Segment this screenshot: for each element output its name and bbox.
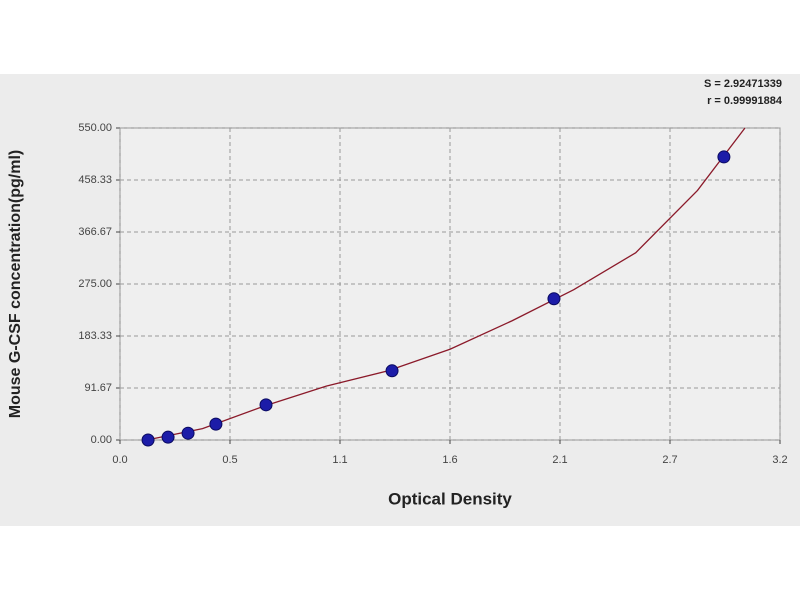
x-tick-label: 1.1: [332, 454, 347, 466]
y-tick-label: 0.00: [91, 434, 112, 446]
fit-curve: [146, 127, 746, 441]
y-tick-label: 366.67: [78, 226, 112, 238]
x-tick-label: 2.1: [552, 454, 567, 466]
data-point: [181, 426, 195, 440]
y-tick-label: 550.00: [78, 122, 112, 134]
y-axis-label: Mouse G-CSF concentration(pg/ml): [7, 150, 24, 418]
y-tick-label: 458.33: [78, 174, 112, 186]
data-point: [209, 417, 223, 431]
fit-r: r = 0.99991884: [707, 95, 783, 107]
x-tick-label: 0.0: [112, 454, 127, 466]
x-tick-label: 1.6: [442, 454, 457, 466]
x-tick-label: 2.7: [662, 454, 677, 466]
data-point: [385, 364, 399, 378]
x-axis-label: Optical Density: [388, 489, 512, 508]
data-point: [547, 292, 561, 306]
fit-s: S = 2.92471339: [704, 78, 782, 90]
y-tick-label: 183.33: [78, 330, 112, 342]
y-tick-label: 275.00: [78, 278, 112, 290]
data-point: [259, 398, 273, 412]
data-point: [717, 150, 731, 164]
data-point: [161, 430, 175, 444]
x-tick-label: 3.2: [772, 454, 787, 466]
data-point: [141, 433, 155, 447]
y-tick-label: 91.67: [84, 382, 112, 394]
x-tick-label: 0.5: [222, 454, 237, 466]
